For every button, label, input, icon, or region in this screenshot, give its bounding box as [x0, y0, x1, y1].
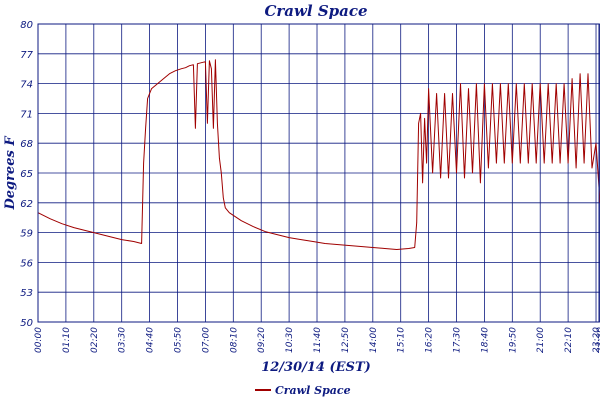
y-tick-label: 71 [20, 109, 33, 120]
y-tick-label: 53 [20, 288, 33, 299]
y-tick-label: 50 [20, 318, 33, 329]
x-tick-label: 18:40 [480, 327, 490, 353]
y-tick-label: 65 [20, 169, 33, 180]
plot-frame [37, 23, 600, 323]
gridlines [37, 23, 600, 323]
series-group [37, 59, 600, 250]
x-tick-label: 17:30 [453, 327, 463, 353]
y-tick-label: 80 [20, 20, 33, 31]
legend: Crawl Space [255, 384, 351, 397]
y-tick-label: 62 [20, 199, 33, 210]
x-tick-label: 23:30 [596, 327, 600, 353]
x-tick-labels: 00:00 01:10 02:20 03:30 04:40 05:50 07:00 08:10… [34, 327, 600, 353]
x-axis-label: 12/30/14 (EST) [261, 360, 371, 375]
x-tick-label: 09:20 [257, 327, 267, 353]
y-tick-label: 77 [20, 50, 33, 61]
series-line-crawl-space [37, 59, 600, 250]
x-tick-label: 04:40 [146, 327, 156, 353]
x-tick-label: 23:20 [592, 327, 600, 353]
y-tick-label: 74 [20, 80, 33, 91]
x-tick-label: 15:10 [397, 327, 407, 353]
y-axis-label: Degrees F [3, 136, 18, 211]
y-tick-labels: 50 53 56 59 62 65 68 71 74 77 80 [20, 20, 33, 329]
x-tick-label: 22:10 [564, 327, 574, 353]
y-tick-label: 68 [20, 139, 33, 150]
x-tick-label: 10:30 [285, 327, 295, 353]
x-tick-label: 14:00 [369, 327, 379, 353]
x-tick-label: 05:50 [174, 327, 184, 353]
chart-title: Crawl Space [264, 2, 367, 20]
x-tick-label: 02:20 [90, 327, 100, 353]
x-tick-label: 00:00 [34, 327, 44, 353]
x-tick-label: 11:40 [313, 327, 323, 353]
x-tick-label: 08:10 [229, 327, 239, 353]
x-tick-label: 03:30 [118, 327, 128, 353]
x-tick-label: 12:50 [341, 327, 351, 353]
legend-label-crawl-space: Crawl Space [275, 384, 351, 397]
y-tick-label: 59 [20, 229, 33, 240]
x-tick-label: 19:50 [508, 327, 518, 353]
x-tick-label: 16:20 [425, 327, 435, 353]
x-tick-label: 21:00 [536, 327, 546, 353]
y-tick-label: 56 [20, 258, 33, 269]
x-tick-label: 01:10 [62, 327, 72, 353]
x-tick-label: 07:00 [201, 327, 211, 353]
